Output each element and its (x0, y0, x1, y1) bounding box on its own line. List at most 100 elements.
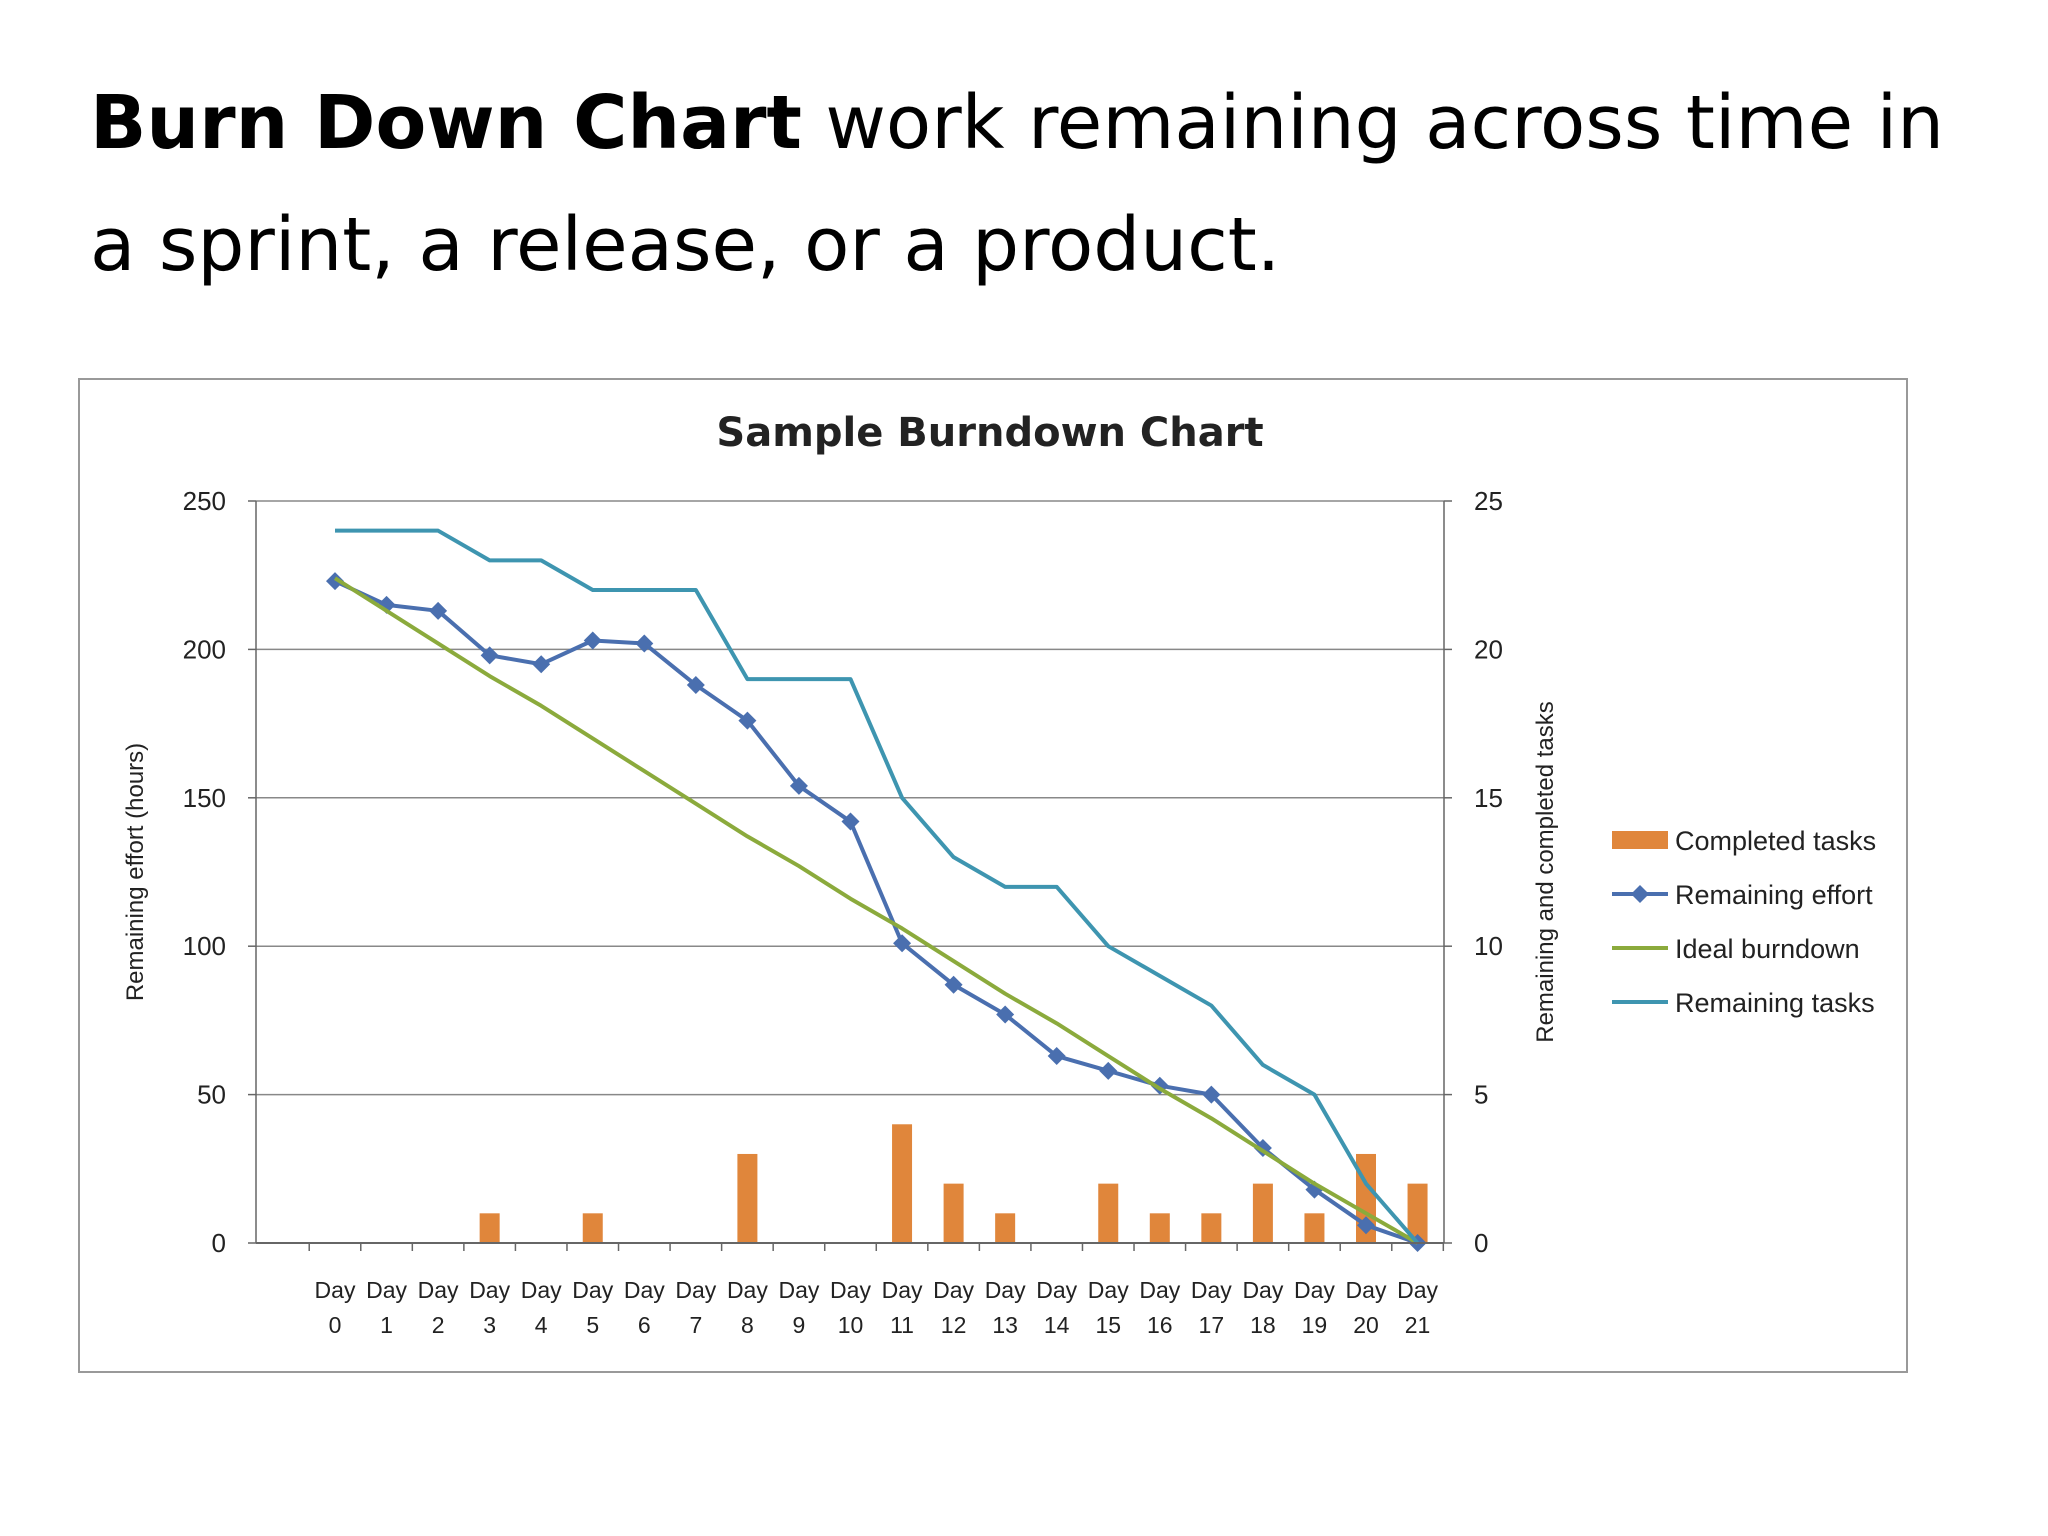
remaining-effort-point (480, 646, 499, 665)
x-tick-label-day: Day (933, 1277, 974, 1303)
completed-tasks-bar (1252, 1183, 1273, 1243)
y-left-tick-label: 50 (197, 1080, 226, 1110)
x-tick-label-day: Day (1397, 1277, 1438, 1303)
completed-tasks-bar (1304, 1213, 1325, 1243)
x-tick-label-day: Day (1036, 1277, 1077, 1303)
legend-swatch-completed-tasks (1612, 831, 1668, 849)
remaining-effort-point (532, 655, 551, 674)
y-left-axis-title: Remaining effort (hours) (122, 743, 149, 1001)
x-tick-label-day: Day (1242, 1277, 1283, 1303)
x-tick-label-day: Day (727, 1277, 768, 1303)
y-right-tick-label: 15 (1474, 783, 1503, 813)
slide-title-rest: work remaining across time in a sprint, … (90, 80, 1945, 288)
x-tick-label-number: 1 (380, 1312, 393, 1338)
completed-tasks-bar (1201, 1213, 1222, 1243)
x-tick-label-number: 4 (535, 1312, 548, 1338)
x-tick-label-day: Day (1191, 1277, 1232, 1303)
x-tick-label-day: Day (624, 1277, 665, 1303)
legend: Completed tasks Remaining effort Ideal bur… (1612, 826, 1876, 1018)
completed-tasks-bar (582, 1213, 603, 1243)
x-tick-label-day: Day (882, 1277, 923, 1303)
slide-title-bold: Burn Down Chart (90, 80, 802, 166)
x-tick-label-day: Day (315, 1277, 356, 1303)
remaining-effort-point (1202, 1085, 1221, 1104)
x-tick-label-day: Day (830, 1277, 871, 1303)
x-tick-label-number: 12 (941, 1312, 967, 1338)
x-tick-label-number: 15 (1095, 1312, 1121, 1338)
x-tick-label-day: Day (1139, 1277, 1180, 1303)
axes: 0 0 50 5 100 10 150 15 200 20 250 25 Day 0 Day 1 Day 2 Day… (122, 486, 1559, 1338)
x-tick-label-day: Day (675, 1277, 716, 1303)
chart-frame (78, 378, 1908, 1373)
ideal-burndown-line (333, 576, 1419, 1245)
remaining-effort-point (326, 572, 344, 591)
x-tick-label-number: 20 (1353, 1312, 1379, 1338)
completed-tasks-bar (892, 1124, 913, 1243)
completed-tasks-bar (943, 1183, 964, 1243)
x-tick-label-day: Day (1088, 1277, 1129, 1303)
remaining-effort-point (1357, 1216, 1375, 1235)
x-tick-label-number: 11 (890, 1312, 914, 1338)
remaining-effort-point (635, 634, 654, 653)
x-tick-label-day: Day (1346, 1277, 1387, 1303)
x-tick-label-number: 8 (741, 1312, 754, 1338)
remaining-effort-line (334, 579, 1419, 1245)
remaining-tasks-line (335, 528, 1420, 1245)
remaining-effort-point (738, 711, 757, 730)
x-tick-label-number: 19 (1302, 1312, 1328, 1338)
x-tick-label-number: 17 (1199, 1312, 1225, 1338)
completed-tasks-bar (1407, 1183, 1428, 1243)
remaining-effort-point (429, 601, 448, 620)
legend-label-completed-tasks: Completed tasks (1675, 826, 1876, 856)
remaining-effort-point (1099, 1061, 1118, 1080)
x-tick-label-day: Day (418, 1277, 459, 1303)
y-right-tick-label: 20 (1474, 634, 1503, 664)
x-tick-label-day: Day (1294, 1277, 1335, 1303)
x-tick-label-day: Day (778, 1277, 819, 1303)
x-tick-label-day: Day (469, 1277, 510, 1303)
y-left-tick-label: 100 (183, 931, 226, 961)
completed-tasks-bar (995, 1213, 1016, 1243)
y-right-tick-label: 5 (1474, 1080, 1488, 1110)
completed-tasks-bar (479, 1213, 500, 1243)
x-tick-label-number: 3 (483, 1312, 496, 1338)
y-left-tick-label: 200 (183, 634, 226, 664)
chart-title: Sample Burndown Chart (716, 410, 1263, 456)
slide-title: Burn Down Chart work remaining across ti… (90, 62, 1950, 306)
legend-label-remaining-effort: Remaining effort (1675, 880, 1873, 910)
x-tick-label-day: Day (366, 1277, 407, 1303)
x-tick-label-number: 14 (1044, 1312, 1070, 1338)
x-tick-label-number: 2 (432, 1312, 445, 1338)
legend-label-ideal-burndown: Ideal burndown (1675, 934, 1860, 964)
x-tick-label-number: 9 (793, 1312, 806, 1338)
completed-tasks-bar (1098, 1183, 1119, 1243)
y-right-axis-title: Remaining and completed tasks (1532, 701, 1559, 1043)
remaining-effort-point (893, 934, 912, 953)
x-tick-label-day: Day (521, 1277, 562, 1303)
remaining-effort-point (686, 676, 705, 695)
x-tick-label-day: Day (985, 1277, 1026, 1303)
remaining-effort-point (789, 776, 808, 795)
y-left-tick-label: 0 (212, 1228, 226, 1258)
y-right-tick-label: 0 (1474, 1228, 1488, 1258)
x-tick-label-number: 6 (638, 1312, 651, 1338)
completed-tasks-bar (737, 1153, 758, 1243)
grid-lines (256, 500, 1444, 1096)
legend-marker-remaining-effort (1631, 885, 1649, 903)
x-tick-label-number: 13 (992, 1312, 1018, 1338)
remaining-effort-point (944, 975, 963, 994)
y-left-tick-label: 150 (183, 783, 226, 813)
x-tick-label-number: 18 (1250, 1312, 1276, 1338)
x-tick-label-number: 0 (329, 1312, 342, 1338)
legend-label-remaining-tasks: Remaining tasks (1675, 988, 1875, 1018)
series-lines (326, 528, 1427, 1252)
x-tick-label-number: 5 (586, 1312, 599, 1338)
remaining-effort-point (1047, 1047, 1066, 1066)
x-tick-label-day: Day (572, 1277, 613, 1303)
y-right-tick-label: 25 (1474, 486, 1503, 516)
y-left-tick-label: 250 (183, 486, 226, 516)
remaining-effort-point (996, 1005, 1015, 1024)
y-right-tick-label: 10 (1474, 931, 1503, 961)
x-tick-label-number: 21 (1405, 1312, 1431, 1338)
